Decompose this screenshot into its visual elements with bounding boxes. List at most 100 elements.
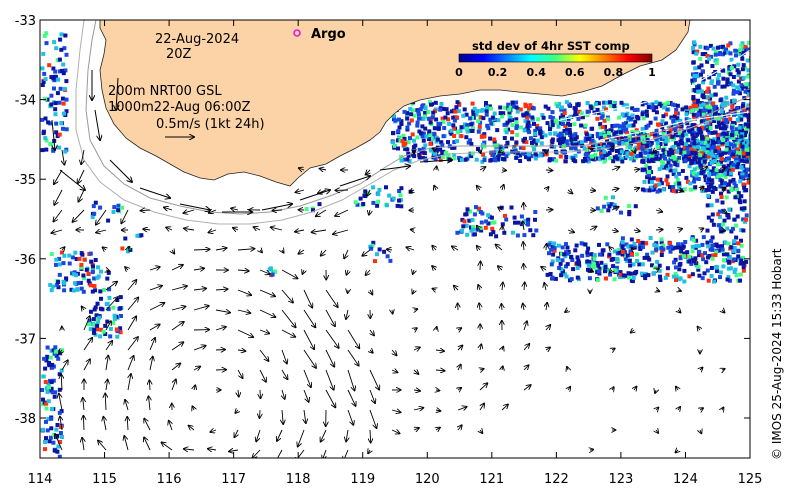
sst-pixel xyxy=(474,111,479,116)
sst-pixel xyxy=(707,171,712,176)
sst-pixel xyxy=(612,277,617,282)
sst-pixel xyxy=(458,129,463,133)
sst-pixel xyxy=(630,113,635,118)
sst-pixel xyxy=(746,47,750,52)
current-vector-arrow xyxy=(325,309,335,326)
current-vector-arrow xyxy=(215,350,225,351)
sst-pixel xyxy=(677,171,681,176)
current-vector-arrow xyxy=(189,426,195,430)
sst-pixel xyxy=(447,121,452,126)
sst-pixel xyxy=(420,124,425,129)
sst-pixel xyxy=(551,252,556,257)
sst-pixel xyxy=(450,109,454,114)
sst-pixel xyxy=(705,104,710,109)
current-vector-arrow xyxy=(524,321,527,331)
sst-pixel xyxy=(705,228,710,233)
sst-pixel xyxy=(692,156,697,161)
sst-pixel xyxy=(706,255,710,260)
sst-pixel xyxy=(589,106,594,111)
sst-pixel xyxy=(488,136,493,141)
sst-pixel xyxy=(596,110,601,115)
current-vector-arrow xyxy=(678,229,682,230)
sst-pixel xyxy=(687,254,692,259)
sst-pixel xyxy=(106,307,111,312)
current-vector-arrow xyxy=(700,430,701,433)
sst-pixel xyxy=(618,130,623,135)
sst-pixel xyxy=(625,144,630,149)
sst-pixel xyxy=(682,279,687,284)
sst-pixel xyxy=(716,52,721,57)
sst-pixel xyxy=(687,144,692,149)
y-tick-label: -37 xyxy=(15,332,36,347)
sst-pixel xyxy=(583,242,588,247)
sst-pixel xyxy=(698,163,703,168)
sst-pixel xyxy=(601,142,606,147)
sst-pixel xyxy=(486,221,491,226)
sst-pixel xyxy=(423,110,428,115)
sst-pixel xyxy=(60,96,65,101)
sst-pixel xyxy=(533,210,538,214)
current-vector-arrow xyxy=(612,349,615,351)
sst-pixel xyxy=(668,185,672,190)
sst-pixel xyxy=(664,178,669,183)
sst-pixel xyxy=(424,134,429,139)
sst-pixel xyxy=(597,266,602,271)
sst-pixel xyxy=(58,440,62,444)
sst-pixel xyxy=(647,188,652,193)
current-vector-arrow xyxy=(54,169,63,184)
sst-pixel xyxy=(690,249,695,254)
sst-pixel xyxy=(595,134,600,139)
sst-pixel xyxy=(571,158,576,162)
sst-pixel xyxy=(731,83,736,88)
sst-pixel xyxy=(608,100,612,105)
sst-pixel xyxy=(488,117,493,122)
sst-pixel xyxy=(727,156,731,161)
sst-pixel xyxy=(686,138,691,143)
info-depth-200: 200m NRT00 GSL xyxy=(108,84,222,99)
sst-pixel xyxy=(462,107,467,112)
sst-pixel xyxy=(112,313,117,318)
sst-pixel xyxy=(547,251,551,256)
sst-pixel xyxy=(48,283,53,287)
sst-pixel xyxy=(738,261,743,266)
current-vector-arrow xyxy=(128,247,129,250)
sst-pixel xyxy=(709,172,714,176)
current-vector-arrow xyxy=(282,389,285,399)
sst-pixel xyxy=(640,102,645,107)
sst-pixel xyxy=(726,241,731,246)
sst-pixel xyxy=(685,146,690,151)
sst-pixel xyxy=(522,233,527,238)
sst-pixel xyxy=(89,259,94,264)
sst-pixel xyxy=(513,148,518,153)
sst-pixel xyxy=(515,233,520,238)
sst-pixel xyxy=(598,125,603,130)
sst-pixel xyxy=(600,125,605,130)
sst-pixel xyxy=(718,153,723,157)
sst-pixel xyxy=(57,132,62,137)
plot-frame xyxy=(39,19,751,459)
sst-pixel xyxy=(741,47,746,52)
sst-pixel xyxy=(696,160,700,165)
sst-pixel xyxy=(725,252,730,257)
sst-pixel xyxy=(701,144,706,149)
sst-pixel xyxy=(92,330,96,335)
sst-pixel xyxy=(675,163,680,168)
sst-pixel xyxy=(636,146,641,151)
sst-pixel xyxy=(547,158,552,163)
sst-pixel xyxy=(737,148,742,153)
sst-pixel xyxy=(484,109,489,114)
sst-pixel xyxy=(58,431,63,435)
sst-pixel xyxy=(724,132,729,137)
sst-pixel xyxy=(620,252,625,257)
sst-pixel xyxy=(716,248,721,253)
sst-pixel xyxy=(748,155,750,160)
current-vector-arrow xyxy=(435,350,444,351)
sst-pixel xyxy=(384,185,388,190)
sst-pixel xyxy=(748,142,750,147)
sst-pixel xyxy=(408,106,413,111)
sst-pixel xyxy=(95,323,100,328)
sst-pixel xyxy=(498,144,503,149)
current-vector-arrow xyxy=(281,369,288,379)
sst-pixel xyxy=(586,263,591,268)
sst-pixel xyxy=(684,117,689,122)
